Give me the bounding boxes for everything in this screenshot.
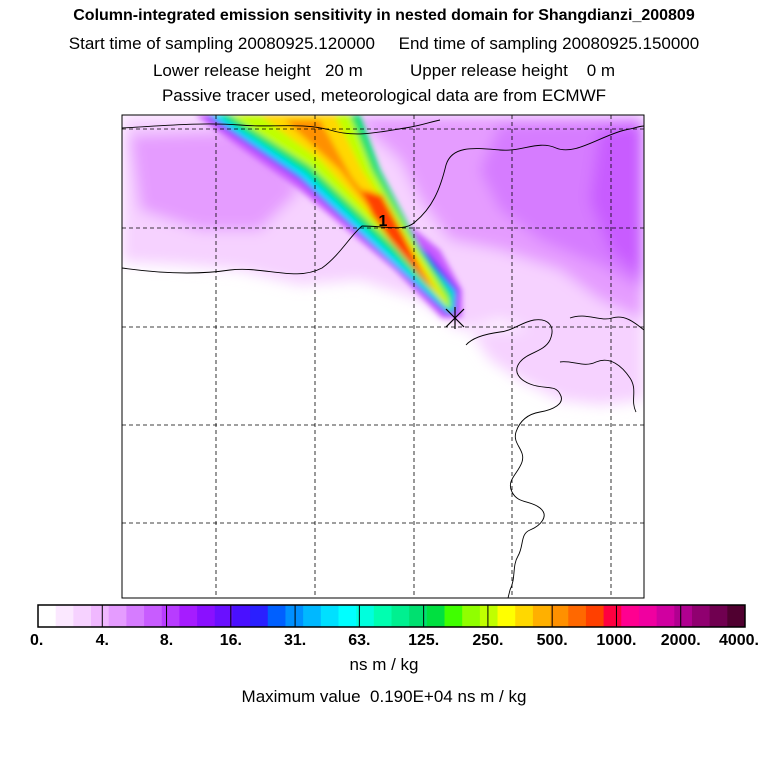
colorbar-swatch	[621, 605, 640, 627]
coast-east	[465, 319, 562, 598]
colorbar-tick-label: 63.	[348, 632, 370, 649]
lower-release-value: 20 m	[324, 61, 363, 80]
colorbar-swatch	[550, 605, 569, 627]
colorbar	[37, 604, 746, 628]
colorbar-unit: ns m / kg	[349, 655, 419, 674]
colorbar-swatch	[497, 605, 516, 627]
release-site-marker	[445, 307, 465, 329]
colorbar-swatch	[426, 605, 445, 627]
coast-east-mid	[559, 359, 637, 413]
colorbar-swatch	[568, 605, 587, 627]
colorbar-swatch	[462, 605, 481, 627]
colorbar-tick-label: 250.	[472, 632, 503, 649]
colorbar-swatch	[638, 605, 658, 627]
colorbar-swatch	[250, 605, 269, 627]
lower-release-label: Lower release height	[152, 61, 311, 80]
colorbar-swatch	[214, 605, 233, 627]
colorbar-swatch	[691, 605, 711, 627]
colorbar-swatch	[727, 605, 746, 627]
colorbar-swatch	[55, 605, 74, 627]
colorbar-tick-label: 125.	[408, 632, 439, 649]
colorbar-swatch	[320, 605, 339, 627]
graticule	[122, 115, 644, 598]
max-value-line: Maximum value 0.190E+04 ns m / kg	[0, 687, 768, 707]
coast-north	[122, 125, 644, 275]
colorbar-swatch	[585, 605, 604, 627]
coast-east-upper	[569, 315, 644, 331]
plot-subtitle: Passive tracer used, meteorological data…	[161, 86, 607, 105]
field-region-high-east	[590, 125, 644, 280]
colorbar-tick-label: 4000.	[719, 632, 759, 649]
colorbar-swatch	[303, 605, 322, 627]
colorbar-swatch	[409, 605, 428, 627]
colorbar-swatch	[91, 605, 110, 627]
colorbar-frame	[37, 604, 746, 628]
upper-release-value: 0 m	[586, 61, 616, 80]
colorbar-swatch	[232, 605, 251, 627]
colorbar-swatch	[38, 605, 57, 627]
plume-band-purple	[195, 115, 462, 318]
colorbar-swatch	[108, 605, 127, 627]
map-frame	[121, 114, 645, 599]
max-value-unit: ns m / kg	[457, 687, 527, 706]
colorbar-swatch	[267, 605, 286, 627]
field-region-low-east	[470, 330, 644, 405]
colorbar-swatch	[515, 605, 534, 627]
field-layer	[122, 115, 644, 405]
colorbar-swatch	[479, 605, 498, 627]
colorbar-swatch	[391, 605, 410, 627]
colorbar-swatch	[444, 605, 463, 627]
trajectory-marker-label: 1	[379, 213, 388, 230]
colorbar-swatch	[285, 605, 304, 627]
colorbar-swatch	[532, 605, 551, 627]
colorbar-tick-label: 16.	[220, 632, 242, 649]
max-value-label: Maximum value	[241, 687, 361, 706]
colorbar-tick-label: 1000.	[596, 632, 636, 649]
colorbar-swatch	[73, 605, 92, 627]
plot-title: Column-integrated emission sensitivity i…	[73, 7, 695, 24]
colorbar-swatch	[356, 605, 375, 627]
upper-release-label: Upper release height	[409, 61, 568, 80]
plume-band-yellow	[260, 115, 446, 305]
release-heights: Lower release height 20 m Upper release …	[0, 61, 768, 81]
colorbar-tick-label: 2000.	[661, 632, 701, 649]
sampling-end-value: 20080925.150000	[562, 34, 700, 53]
colorbar-swatch	[126, 605, 145, 627]
coastlines	[122, 119, 644, 598]
sampling-times: Start time of sampling 20080925.120000 E…	[0, 34, 768, 54]
colorbar-swatch	[373, 605, 392, 627]
colorbar-swatch	[603, 605, 622, 627]
plume-band-red	[362, 190, 432, 290]
colorbar-swatch	[144, 605, 163, 627]
colorbar-tick-label: 31.	[284, 632, 306, 649]
colorbar-swatch	[161, 605, 180, 627]
sampling-start-value: 20080925.120000	[237, 34, 376, 53]
colorbar-tick-label: 4.	[96, 632, 109, 649]
colorbar-tick-label: 0.	[30, 632, 43, 649]
plume-band-blue	[205, 115, 458, 314]
sampling-start-label: Start time of sampling	[68, 34, 234, 53]
coast-top	[122, 119, 441, 135]
colorbar-tick-label: 8.	[160, 632, 173, 649]
colorbar-swatch	[338, 605, 357, 627]
colorbar-tick-label: 500.	[537, 632, 568, 649]
colorbar-tick-labels: 0. 4. 8. 16. 31. 63. 125. 250. 500. 1000. 2000. 400…	[30, 632, 759, 649]
max-value-number: 0.190E+04	[370, 687, 453, 706]
colorbar-swatch	[674, 605, 693, 627]
colorbar-swatch	[656, 605, 675, 627]
colorbar-swatch	[709, 605, 728, 627]
sampling-end-label: End time of sampling	[398, 34, 558, 53]
colorbar-swatch	[197, 605, 216, 627]
plume-band-cyan	[210, 115, 455, 312]
colorbar-swatch	[179, 605, 198, 627]
